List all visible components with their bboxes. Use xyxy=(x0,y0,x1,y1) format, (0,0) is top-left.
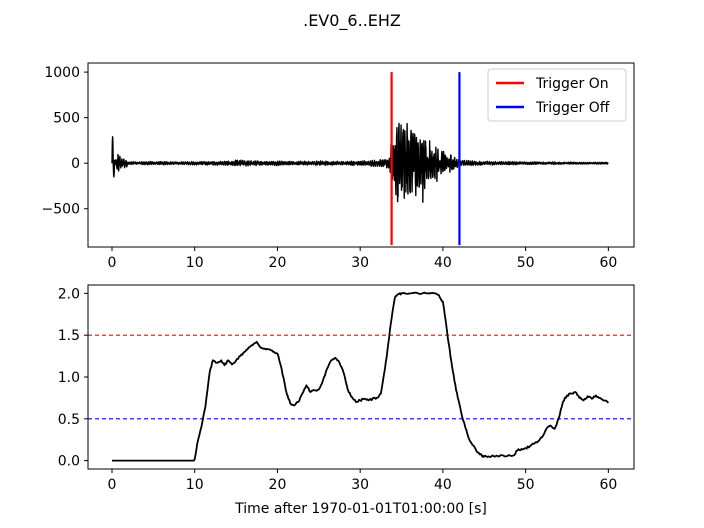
y-tick-label: 0 xyxy=(71,156,80,172)
y-tick-label: −500 xyxy=(42,202,80,218)
x-tick-label: 40 xyxy=(434,477,452,493)
seismogram-y-ticks: −500 0 500 1000 xyxy=(42,65,88,218)
characteristic-function-plot-area xyxy=(88,291,634,462)
x-tick-label: 30 xyxy=(351,477,369,493)
seismogram-plot-area xyxy=(111,72,609,246)
x-tick-label: 20 xyxy=(269,255,287,271)
characteristic-function-y-ticks: 0.0 0.5 1.0 1.5 2.0 xyxy=(58,286,88,470)
seismogram-frame xyxy=(87,62,635,248)
y-tick-label: 1.0 xyxy=(58,370,80,386)
x-tick-label: 40 xyxy=(434,255,452,271)
legend: Trigger On Trigger Off xyxy=(487,68,627,122)
x-tick-label: 0 xyxy=(108,255,117,271)
x-tick-label: 60 xyxy=(599,477,617,493)
y-tick-label: 500 xyxy=(53,111,80,127)
characteristic-function-axes: 0 10 20 30 40 50 60 0.0 0.5 1.0 1.5 2.0 Time after… xyxy=(58,284,635,517)
x-tick-label: 10 xyxy=(186,255,204,271)
x-tick-label: 60 xyxy=(599,255,617,271)
characteristic-function-line xyxy=(111,291,610,462)
seismogram-x-ticks: 0 10 20 30 40 50 60 xyxy=(108,247,617,271)
legend-label-trigger-off: Trigger Off xyxy=(535,100,610,116)
characteristic-function-x-ticks: 0 10 20 30 40 50 60 xyxy=(108,469,617,493)
y-tick-label: 1000 xyxy=(44,65,80,81)
legend-label-trigger-on: Trigger On xyxy=(535,76,609,92)
figure-title: .EV0_6..EHZ xyxy=(303,11,401,31)
x-tick-label: 30 xyxy=(351,255,369,271)
x-tick-label: 50 xyxy=(517,255,535,271)
y-tick-label: 0.5 xyxy=(58,412,80,428)
x-tick-label: 0 xyxy=(108,477,117,493)
x-tick-label: 20 xyxy=(269,477,287,493)
y-tick-label: 0.0 xyxy=(58,454,80,470)
y-tick-label: 1.5 xyxy=(58,328,80,344)
x-tick-label: 50 xyxy=(517,477,535,493)
seismogram-axes: 0 10 20 30 40 50 60 −500 0 500 1000 Trigger On Tr… xyxy=(42,62,635,271)
seismogram-trace xyxy=(111,122,609,203)
x-tick-label: 10 xyxy=(186,477,204,493)
y-tick-label: 2.0 xyxy=(58,286,80,302)
x-axis-label: Time after 1970-01-01T01:00:00 [s] xyxy=(234,501,487,517)
